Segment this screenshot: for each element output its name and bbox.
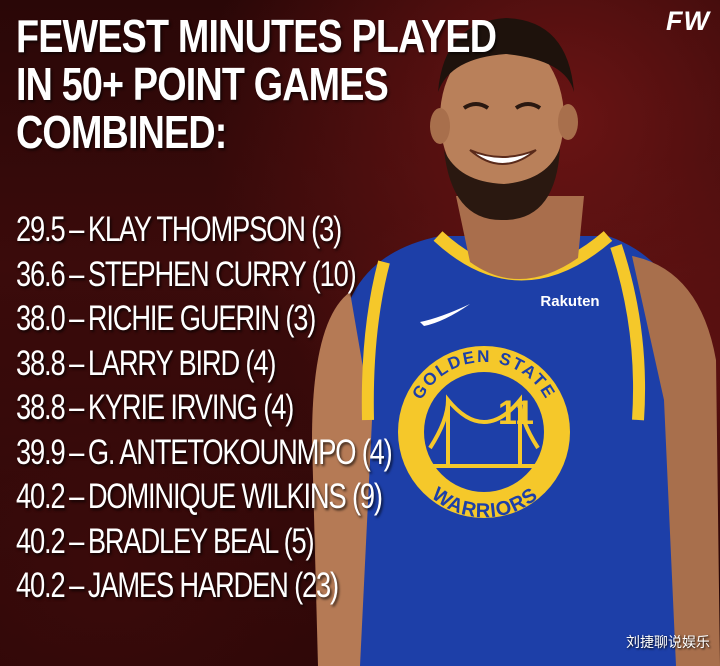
headline-line-1: FEWEST MINUTES PLAYED: [16, 10, 497, 62]
left-arm: [312, 292, 372, 666]
minutes: 38.8: [16, 388, 66, 427]
watermark: 刘捷聊说娱乐: [626, 635, 710, 651]
separator: –: [69, 254, 84, 294]
player-name: BRADLEY BEAL: [87, 521, 278, 561]
separator: –: [69, 299, 84, 338]
right-arm: [632, 256, 720, 666]
player-name: STEPHEN CURRY: [87, 254, 307, 294]
player-name: KLAY THOMPSON: [87, 210, 306, 249]
game-count: (4): [263, 388, 294, 427]
smile: [469, 149, 537, 165]
jersey-number: 11: [498, 394, 534, 432]
sponsor-patch: Rakuten: [540, 293, 599, 310]
stat-row: 39.9– G. ANTETOKOUNMPO (4): [16, 431, 393, 476]
beard: [444, 148, 560, 221]
stat-row: 40.2– DOMINIQUE WILKINS (9): [16, 475, 392, 520]
minutes: 40.2: [16, 477, 66, 516]
separator: –: [69, 388, 84, 427]
headline-line-3: COMBINED:: [16, 106, 227, 158]
separator: –: [69, 210, 84, 249]
left-arm-trim: [361, 260, 390, 421]
stat-row: 38.8– LARRY BIRD (4): [16, 342, 392, 387]
left-eye: [462, 102, 490, 110]
separator: –: [69, 343, 84, 383]
minutes: 36.6: [16, 254, 66, 294]
head: [440, 36, 564, 200]
game-count: (4): [361, 432, 393, 472]
stat-list: 29.5– KLAY THOMPSON (3) 36.6– STEPHEN CURR…: [16, 208, 498, 609]
fw-logo: FW: [666, 6, 710, 36]
separator: –: [69, 477, 84, 516]
hair: [438, 18, 574, 92]
game-count: (3): [285, 299, 316, 338]
player-name: RICHIE GUERIN: [87, 299, 280, 338]
game-count: (10): [311, 254, 357, 294]
player-name: KYRIE IRVING: [87, 388, 258, 427]
separator: –: [69, 566, 84, 605]
warriors-logo-inner: [424, 372, 544, 492]
right-eye: [514, 102, 542, 110]
game-count: (23): [294, 566, 339, 605]
player-name: G. ANTETOKOUNMPO: [87, 432, 357, 472]
player-name: JAMES HARDEN: [87, 566, 289, 605]
separator: –: [69, 432, 84, 472]
stat-row: 40.2– JAMES HARDEN (23): [16, 564, 392, 609]
game-count: (9): [351, 477, 383, 516]
bridge-icon: [428, 394, 540, 468]
swoosh-icon: [420, 304, 470, 326]
right-arm-trim: [610, 244, 646, 421]
game-count: (5): [283, 521, 315, 561]
left-ear: [430, 108, 450, 144]
stat-row: 29.5– KLAY THOMPSON (3): [16, 208, 392, 253]
stat-row: 36.6– STEPHEN CURRY (10): [16, 253, 392, 298]
player-name: LARRY BIRD: [87, 343, 240, 383]
minutes: 38.8: [16, 343, 66, 383]
minutes: 39.9: [16, 432, 66, 472]
separator: –: [69, 521, 84, 561]
minutes: 40.2: [16, 566, 66, 605]
headline: FEWEST MINUTES PLAYED IN 50+ POINT GAMES…: [16, 10, 497, 158]
stat-row: 40.2– BRADLEY BEAL (5): [16, 520, 392, 565]
minutes: 29.5: [16, 210, 66, 249]
game-count: (4): [245, 343, 276, 383]
game-count: (3): [311, 210, 342, 249]
stat-row: 38.0– RICHIE GUERIN (3): [16, 297, 392, 342]
right-ear: [558, 104, 578, 140]
minutes: 38.0: [16, 299, 66, 338]
player-name: DOMINIQUE WILKINS: [87, 477, 347, 516]
stat-row: 38.8– KYRIE IRVING (4): [16, 386, 392, 431]
headline-line-2: IN 50+ POINT GAMES: [16, 58, 389, 110]
minutes: 40.2: [16, 521, 66, 561]
